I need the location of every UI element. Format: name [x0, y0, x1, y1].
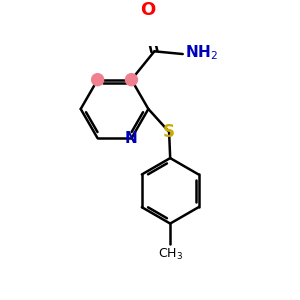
- Circle shape: [125, 74, 137, 86]
- Text: CH$_3$: CH$_3$: [158, 247, 183, 262]
- Text: O: O: [140, 1, 155, 19]
- Text: S: S: [163, 123, 175, 141]
- Text: NH$_2$: NH$_2$: [185, 44, 218, 62]
- Circle shape: [92, 74, 104, 86]
- Text: N: N: [125, 131, 138, 146]
